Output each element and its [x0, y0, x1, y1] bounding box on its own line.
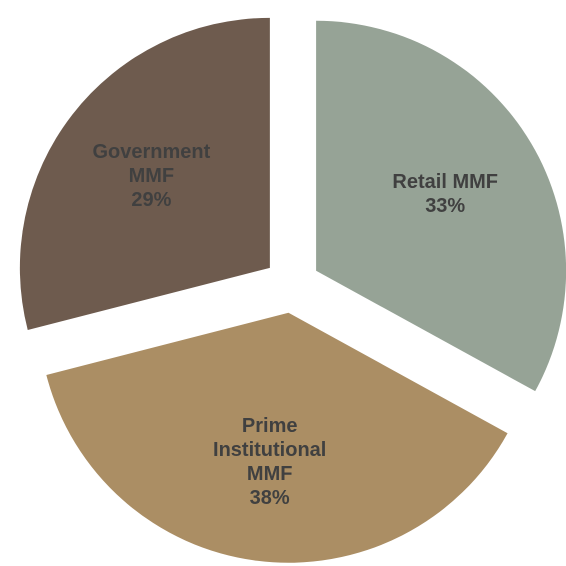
slice-label: Government MMF 29% — [71, 140, 231, 212]
pie-slice — [316, 20, 566, 392]
category-label: Retail MMF — [392, 171, 498, 194]
slice-label: Retail MMF 33% — [365, 170, 525, 218]
pie-slice — [19, 17, 270, 331]
category-label: Prime Institutional MMF — [213, 414, 327, 485]
category-label: Government MMF — [92, 140, 211, 187]
slice-label: Prime Institutional MMF 38% — [190, 414, 350, 510]
value-label: 38% — [249, 486, 290, 509]
value-label: 33% — [425, 195, 466, 218]
value-label: 29% — [131, 188, 172, 211]
pie-slice — [46, 312, 508, 563]
